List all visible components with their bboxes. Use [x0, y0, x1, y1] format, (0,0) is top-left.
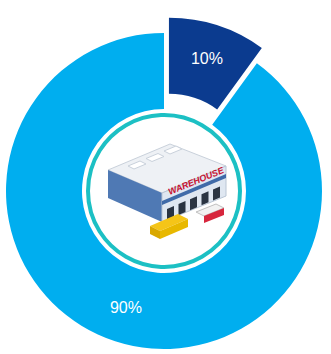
svg-text:90%: 90% — [110, 299, 142, 316]
svg-text:WAREHOUSE: WAREHOUSE — [167, 165, 226, 197]
svg-text:10%: 10% — [191, 50, 223, 67]
